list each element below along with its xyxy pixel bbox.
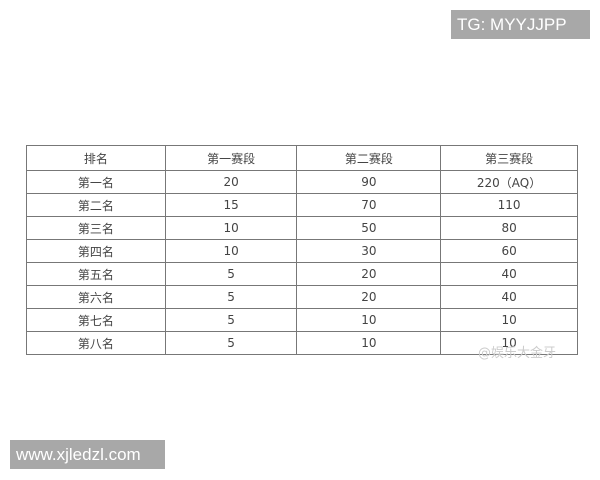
table-cell: 第三名 xyxy=(26,216,166,240)
table-header-row: 排名 第一赛段 第二赛段 第三赛段 xyxy=(26,145,578,171)
tg-watermark-label: TG: MYYJJPP xyxy=(451,10,590,39)
table-cell: 10 xyxy=(440,331,578,355)
table-cell: 50 xyxy=(296,216,442,240)
table-cell: 20 xyxy=(164,170,298,194)
table-cell: 70 xyxy=(296,193,442,217)
table-cell: 110 xyxy=(440,193,578,217)
table-cell: 10 xyxy=(164,239,298,263)
table-cell: 30 xyxy=(296,239,442,263)
column-header: 第三赛段 xyxy=(440,145,578,171)
column-header: 排名 xyxy=(26,145,166,171)
table-cell: 90 xyxy=(296,170,442,194)
table-cell: 220（AQ） xyxy=(440,170,578,194)
table-row: 第二名 15 70 110 xyxy=(26,193,578,217)
table-cell: 20 xyxy=(296,285,442,309)
site-url-label: www.xjledzl.com xyxy=(10,440,165,469)
table-cell: 15 xyxy=(164,193,298,217)
weibo-watermark: @娱乐大金牙 xyxy=(478,346,557,361)
table-row: 第七名 5 10 10 xyxy=(26,308,578,332)
table-cell: 20 xyxy=(296,262,442,286)
table-cell: 第七名 xyxy=(26,308,166,332)
table-cell: 5 xyxy=(164,285,298,309)
table-row: 第三名 10 50 80 xyxy=(26,216,578,240)
table-cell: 第二名 xyxy=(26,193,166,217)
table-cell: 10 xyxy=(440,308,578,332)
table-cell: 40 xyxy=(440,285,578,309)
table-cell: 60 xyxy=(440,239,578,263)
table-cell: 10 xyxy=(296,331,442,355)
column-header: 第一赛段 xyxy=(164,145,298,171)
table-cell: 10 xyxy=(296,308,442,332)
ranking-points-table: 排名 第一赛段 第二赛段 第三赛段 第一名 20 90 220（AQ） 第二名 15 70 110 第… xyxy=(26,145,578,355)
table-cell: 第四名 xyxy=(26,239,166,263)
table-cell: 第八名 xyxy=(26,331,166,355)
table-row: 第五名 5 20 40 xyxy=(26,262,578,286)
table-cell: 10 xyxy=(164,216,298,240)
column-header: 第二赛段 xyxy=(296,145,442,171)
table-cell: 40 xyxy=(440,262,578,286)
table-row: 第一名 20 90 220（AQ） xyxy=(26,170,578,194)
table-cell: 第六名 xyxy=(26,285,166,309)
table-cell: 80 xyxy=(440,216,578,240)
table-row: 第八名 5 10 10 xyxy=(26,331,578,355)
table-cell: 5 xyxy=(164,262,298,286)
table-cell: 5 xyxy=(164,308,298,332)
table-cell: 第一名 xyxy=(26,170,166,194)
table-row: 第六名 5 20 40 xyxy=(26,285,578,309)
table-cell: 5 xyxy=(164,331,298,355)
table-row: 第四名 10 30 60 xyxy=(26,239,578,263)
table-cell: 第五名 xyxy=(26,262,166,286)
